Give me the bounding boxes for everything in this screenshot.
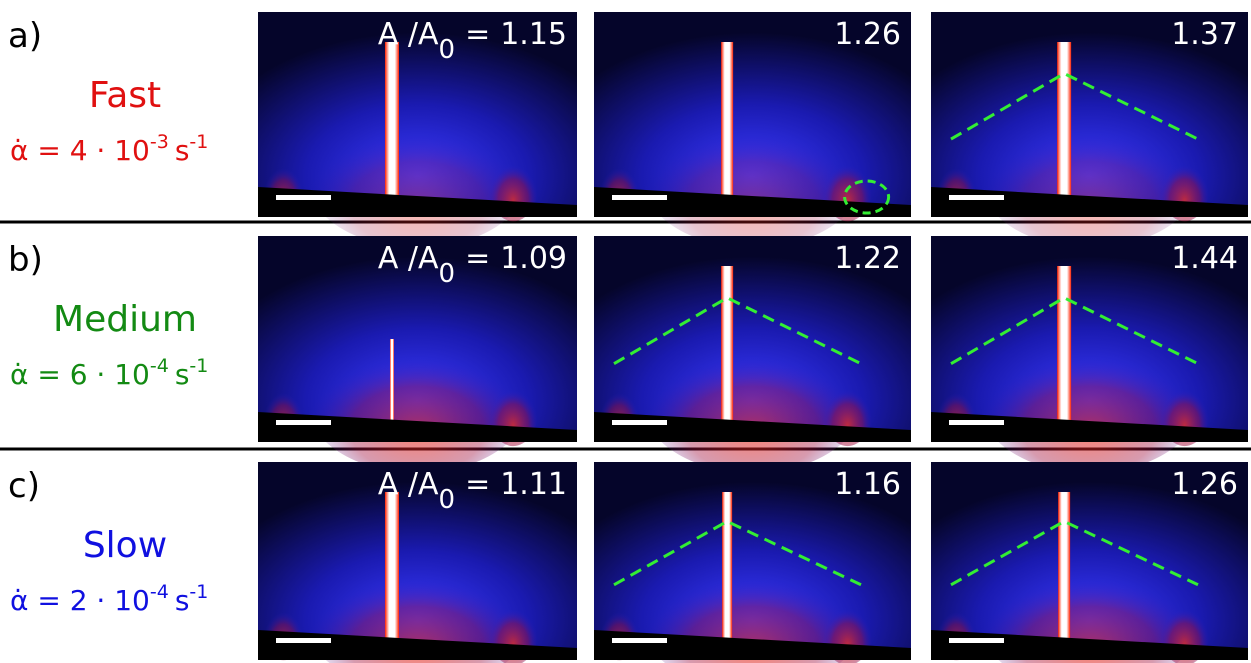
row-label: a) (8, 16, 42, 56)
ratio-label: 1.22 (834, 241, 901, 276)
beam-streak (1058, 492, 1071, 660)
guide-line (950, 519, 1199, 587)
scale-bar (612, 420, 667, 425)
scattering-image (594, 462, 911, 663)
rate-exp: -4 (150, 355, 169, 377)
hot-spot (305, 551, 530, 663)
rate-unit: s (175, 134, 190, 167)
scale-bar (949, 420, 1004, 425)
guide-line (950, 296, 1199, 366)
scattering-image (931, 462, 1248, 663)
scattering-image (931, 12, 1248, 248)
beam-streak (389, 339, 394, 442)
ratio-sub: 0 (439, 485, 456, 515)
ratio-value: 1.26 (1171, 467, 1238, 502)
beamstop-shadow (258, 412, 577, 442)
ratio-symbol: A /A (378, 467, 439, 502)
rate-prefix: α̇ = 4 · 10 (10, 134, 150, 167)
ratio-eq: = (465, 241, 490, 276)
beamstop-shadow (931, 412, 1248, 442)
ratio-value: 1.44 (1171, 241, 1238, 276)
rate-label: α̇ = 6 · 10-4 s-1 (10, 355, 208, 391)
rate-unit-exp: -1 (189, 131, 208, 153)
ratio-value: 1.37 (1171, 17, 1238, 52)
scattering-image (258, 462, 577, 663)
rate-unit: s (175, 358, 190, 391)
scale-bar (276, 420, 331, 425)
scale-bar (612, 638, 667, 643)
beamstop-shadow (931, 187, 1248, 217)
beamstop-shadow (931, 630, 1248, 660)
beamstop-shadow (258, 630, 577, 660)
guide-line (613, 519, 862, 587)
scale-bar (276, 638, 331, 643)
scattering-image (931, 236, 1248, 473)
scattering-image (594, 236, 911, 473)
ratio-label: 1.26 (834, 17, 901, 52)
scale-bar (949, 638, 1004, 643)
beam-streak (722, 492, 733, 660)
ratio-sub: 0 (439, 259, 456, 289)
ratio-label: 1.44 (1171, 241, 1238, 276)
beamstop-shadow (594, 187, 911, 217)
ratio-label: A /A0 = 1.09 (378, 241, 567, 289)
ratio-value: 1.26 (834, 17, 901, 52)
beamstop-shadow (594, 630, 911, 660)
ratio-eq: = (465, 17, 490, 52)
ratio-label: 1.37 (1171, 17, 1238, 52)
rate-prefix: α̇ = 2 · 10 (10, 584, 150, 617)
ratio-value: 1.09 (500, 241, 567, 276)
rate-label: α̇ = 2 · 10-4 s-1 (10, 581, 208, 617)
rate-unit-exp: -1 (189, 581, 208, 603)
rate-exp: -3 (150, 131, 169, 153)
ratio-value: 1.11 (500, 467, 567, 502)
scale-bar (612, 195, 667, 200)
ratio-label: 1.26 (1171, 467, 1238, 502)
beam-streak (721, 266, 734, 442)
scattering-image (258, 236, 577, 473)
scattering-image (594, 12, 911, 248)
rate-prefix: α̇ = 6 · 10 (10, 358, 150, 391)
guide-line (613, 296, 862, 366)
ratio-value: 1.22 (834, 241, 901, 276)
scale-bar (949, 195, 1004, 200)
rate-exp: -4 (150, 581, 169, 603)
beamstop-shadow (258, 187, 577, 217)
rate-unit: s (175, 584, 190, 617)
beam-streak (721, 42, 734, 217)
speed-label: Fast (89, 75, 161, 116)
guide-line (950, 71, 1199, 141)
ratio-value: 1.16 (834, 467, 901, 502)
beam-streak (384, 42, 399, 217)
beam-streak (384, 492, 399, 660)
hot-spot (978, 551, 1201, 663)
row-label: b) (8, 240, 43, 280)
beam-streak (1057, 42, 1072, 217)
scale-bar (276, 195, 331, 200)
speed-label: Medium (53, 299, 197, 340)
ratio-eq: = (465, 467, 490, 502)
hot-spot (641, 551, 864, 663)
ratio-symbol: A /A (378, 241, 439, 276)
ratio-label: A /A0 = 1.15 (378, 17, 567, 65)
beam-streak (1057, 266, 1072, 442)
scattering-image (258, 12, 577, 248)
rate-label: α̇ = 4 · 10-3 s-1 (10, 131, 208, 167)
ratio-label: 1.16 (834, 467, 901, 502)
highlight-circle (843, 179, 891, 215)
row-label: c) (8, 466, 40, 506)
ratio-label: A /A0 = 1.11 (378, 467, 567, 515)
rate-unit-exp: -1 (189, 355, 208, 377)
speed-label: Slow (83, 525, 167, 566)
ratio-symbol: A /A (378, 17, 439, 52)
ratio-sub: 0 (439, 35, 456, 65)
beamstop-shadow (594, 412, 911, 442)
ratio-value: 1.15 (500, 17, 567, 52)
